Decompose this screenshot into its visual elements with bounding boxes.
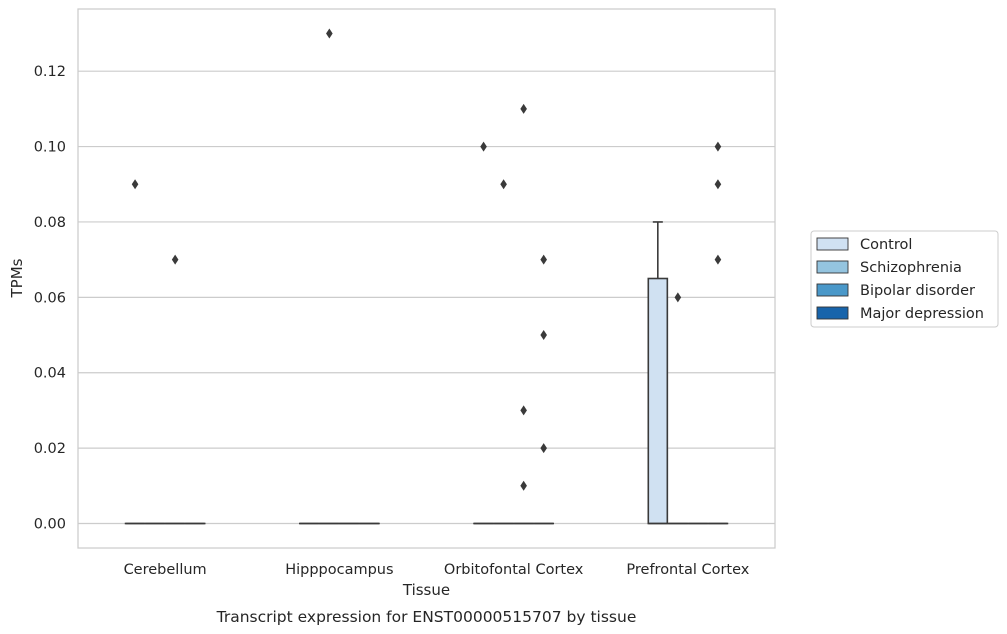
box-body xyxy=(647,277,669,525)
outlier-point xyxy=(540,254,547,265)
outlier-point xyxy=(714,254,722,265)
legend-swatch xyxy=(816,283,849,297)
x-axis-label: Tissue xyxy=(402,581,450,599)
legend-swatch xyxy=(816,306,849,320)
y-tick-label: 0.00 xyxy=(34,517,66,533)
outlier-point xyxy=(500,179,507,190)
outlier-point xyxy=(326,28,333,39)
outlier-point xyxy=(540,330,547,341)
legend-label: Bipolar disorder xyxy=(860,283,975,299)
x-tick-label: Hipppocampus xyxy=(285,562,393,578)
legend-swatch xyxy=(816,260,849,274)
box-control xyxy=(647,221,669,525)
y-tick-label: 0.12 xyxy=(34,64,66,80)
chart-caption: Transcript expression for ENST0000051570… xyxy=(216,608,637,626)
outlier-point xyxy=(714,179,722,190)
legend-label: Schizophrenia xyxy=(860,260,962,276)
legend-swatch xyxy=(816,237,849,251)
x-tick-label: Orbitofontal Cortex xyxy=(444,562,584,578)
y-axis-label: TPMs xyxy=(8,258,26,298)
legend-label: Control xyxy=(860,237,912,253)
legend-box xyxy=(810,230,999,328)
y-tick-label: 0.10 xyxy=(34,140,66,156)
outlier-point xyxy=(131,179,139,190)
x-axis-ticks: Cerebellum Hipppocampus Orbitofontal Corte… xyxy=(124,562,750,578)
legend-label: Major depression xyxy=(860,306,984,322)
outlier-point xyxy=(540,443,547,454)
y-tick-label: 0.02 xyxy=(34,441,66,457)
outlier-point xyxy=(520,480,527,491)
outlier-point xyxy=(480,141,487,152)
outlier-point xyxy=(520,405,527,416)
y-tick-label: 0.04 xyxy=(34,366,66,382)
legend: Control Schizophrenia Bipolar disorder Majo… xyxy=(810,230,999,328)
boxes xyxy=(124,221,729,525)
y-tick-label: 0.06 xyxy=(34,290,66,306)
outlier-points xyxy=(131,28,722,491)
outlier-point xyxy=(674,292,682,303)
outlier-point xyxy=(714,141,722,152)
x-tick-label: Prefrontal Cortex xyxy=(626,562,749,578)
plot-frame xyxy=(77,8,776,549)
outlier-point xyxy=(520,103,527,114)
x-tick-label: Cerebellum xyxy=(124,562,207,578)
outlier-point xyxy=(171,254,179,265)
y-tick-label: 0.08 xyxy=(34,215,66,231)
y-axis-ticks: 0.00 0.02 0.04 0.06 0.08 0.10 0.12 xyxy=(34,64,66,532)
